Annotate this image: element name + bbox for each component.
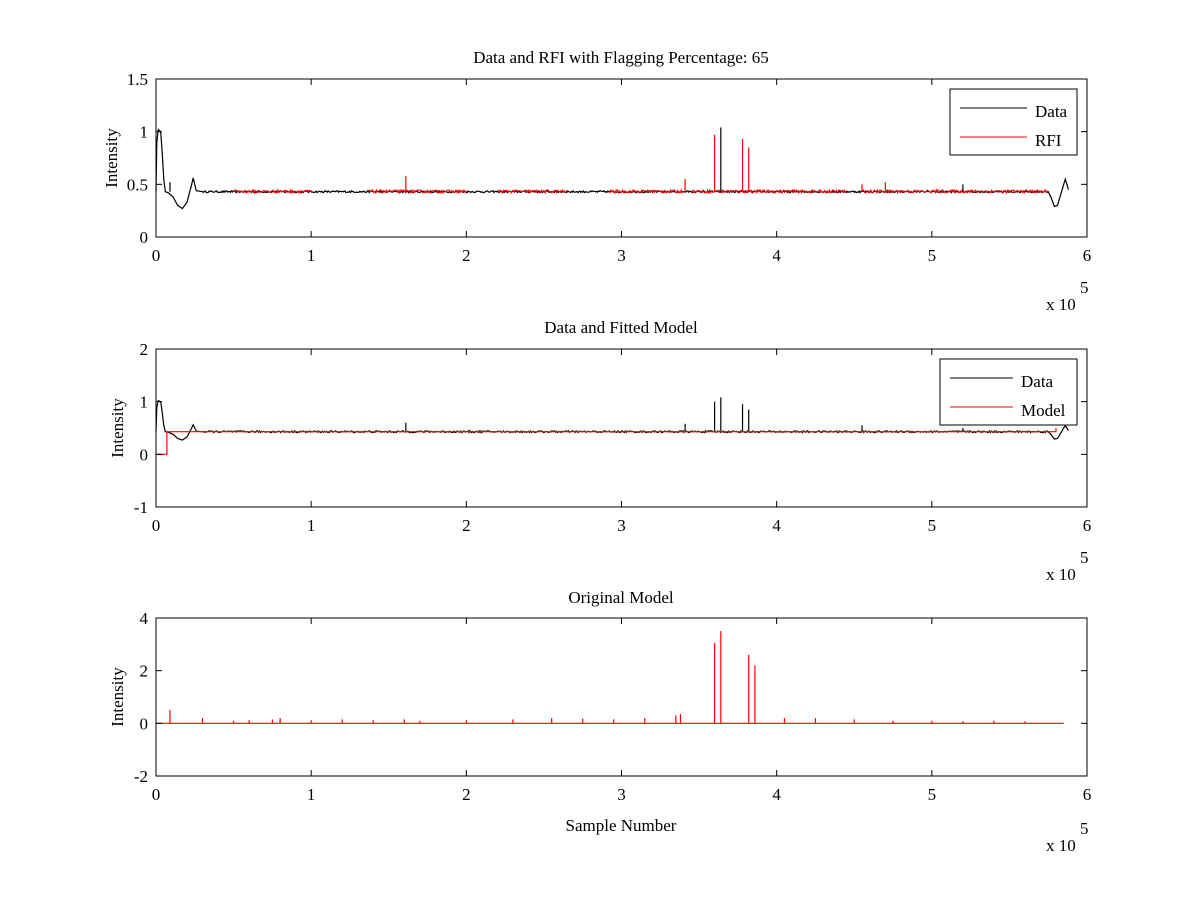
- x-tick-label: 1: [307, 246, 316, 265]
- panel-1-ticks: 0 1 2 3 4 5 6 0 0.5 1 1.5: [127, 70, 1092, 265]
- y-tick-label: 1: [140, 123, 149, 142]
- x-tick-label: 1: [307, 516, 316, 535]
- x-tick-label: 2: [462, 246, 471, 265]
- x-tick-label: 1: [307, 785, 316, 804]
- panel-1-legend-box: [949, 88, 1078, 156]
- x-tick-label: 2: [462, 516, 471, 535]
- panel-1-ylabel: Intensity: [102, 128, 121, 188]
- y-tick-label: 0: [140, 228, 149, 247]
- x-tick-label: 6: [1083, 516, 1092, 535]
- y-tick-label: 0: [140, 445, 149, 464]
- panel-2-x-exponent-label: x 10: [1046, 565, 1076, 584]
- x-tick-label: 0: [152, 785, 161, 804]
- panel-1-series-1-segment: [861, 188, 1049, 195]
- y-tick-label: 2: [140, 340, 149, 359]
- y-tick-label: 1.5: [127, 70, 148, 89]
- y-tick-label: 2: [140, 662, 149, 681]
- panel-1-x-exponent-label: x 10: [1046, 295, 1076, 314]
- panel-3-xlabel: Sample Number: [566, 816, 677, 835]
- panel-1-series-1-segment: [608, 188, 684, 195]
- panel-1-x-exponent: 5: [1080, 278, 1089, 297]
- panel-3-title: Original Model: [568, 588, 674, 607]
- x-tick-label: 0: [152, 246, 161, 265]
- panel-2-series-1-line: [156, 428, 1057, 455]
- x-tick-label: 6: [1083, 785, 1092, 804]
- panel-3-ylabel: Intensity: [108, 667, 127, 727]
- x-tick-label: 3: [617, 785, 626, 804]
- panel-3-axes-frame: [155, 617, 1088, 777]
- panel-2-title: Data and Fitted Model: [544, 318, 698, 337]
- y-tick-label: -1: [134, 498, 148, 517]
- panel-1-series-1-segment: [497, 188, 568, 195]
- panel-2-legend-box: [939, 358, 1078, 426]
- panel-3-plot: [156, 631, 1064, 724]
- y-tick-label: 4: [140, 609, 149, 628]
- x-tick-label: 2: [462, 785, 471, 804]
- panel-1-legend-label-rfi: RFI: [1035, 131, 1062, 150]
- y-tick-label: 0: [140, 714, 149, 733]
- panel-1-legend: Data RFI: [949, 88, 1078, 156]
- panel-2-legend: Data Model: [939, 358, 1078, 426]
- x-tick-label: 0: [152, 516, 161, 535]
- y-tick-label: 0.5: [127, 175, 148, 194]
- panel-2-axes-frame: [155, 348, 1088, 508]
- panel-2-legend-label-model: Model: [1021, 401, 1066, 420]
- panel-2-plot: [155, 397, 1069, 455]
- panel-1-plot: [155, 127, 1069, 210]
- x-tick-label: 3: [617, 246, 626, 265]
- x-tick-label: 6: [1083, 246, 1092, 265]
- x-tick-label: 5: [928, 516, 937, 535]
- y-tick-label: -2: [134, 767, 148, 786]
- panel-1-legend-label-data: Data: [1035, 102, 1068, 121]
- x-tick-label: 3: [617, 516, 626, 535]
- panel-2-x-exponent: 5: [1080, 548, 1089, 567]
- panel-1-title: Data and RFI with Flagging Percentage: 6…: [473, 48, 769, 67]
- x-tick-label: 4: [772, 516, 781, 535]
- panel-1-axes-frame: [155, 78, 1088, 238]
- x-tick-label: 4: [772, 785, 781, 804]
- x-tick-label: 4: [772, 246, 781, 265]
- panel-1-series-1-segment: [368, 188, 467, 195]
- x-tick-label: 5: [928, 785, 937, 804]
- panel-1-series-1-segment: [233, 188, 312, 195]
- panel-3-x-exponent-label: x 10: [1046, 836, 1076, 855]
- panel-2-legend-label-data: Data: [1021, 372, 1054, 391]
- panel-3-x-exponent: 5: [1080, 819, 1089, 838]
- panel-1: Data and RFI with Flagging Percentage: 6…: [102, 48, 1091, 314]
- panel-1-series-1-segment: [691, 188, 847, 195]
- panel-2-ylabel: Intensity: [108, 398, 127, 458]
- x-tick-label: 5: [928, 246, 937, 265]
- y-tick-label: 1: [140, 393, 149, 412]
